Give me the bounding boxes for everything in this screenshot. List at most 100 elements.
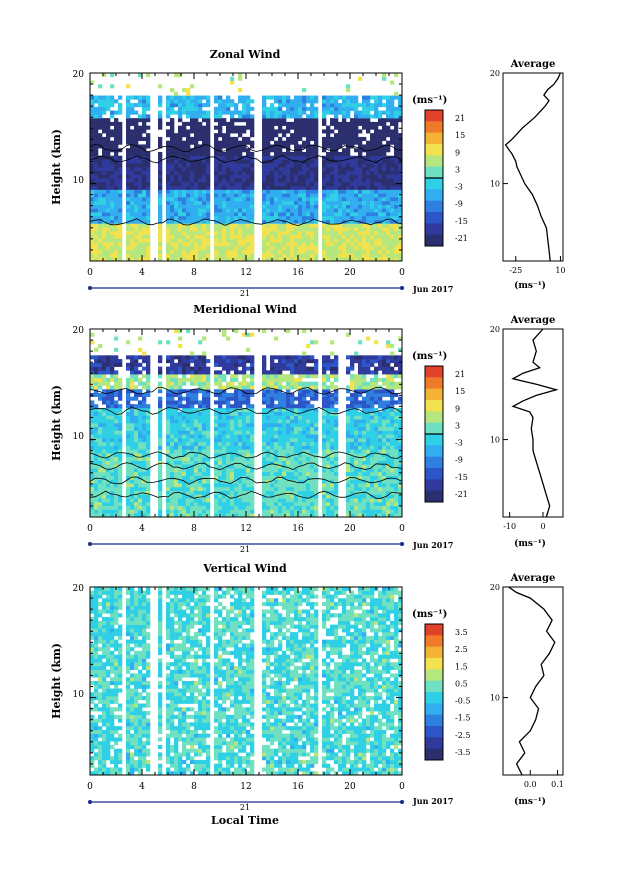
heatmap-cell: [102, 430, 107, 435]
heatmap-cell: [398, 167, 403, 172]
heatmap-cell: [290, 441, 295, 446]
heatmap-cell: [214, 370, 219, 375]
heatmap-cell: [234, 185, 239, 190]
heatmap-cell: [218, 151, 223, 157]
heatmap-cell: [354, 227, 359, 232]
heatmap-cell: [134, 374, 139, 379]
heatmap-cell: [282, 449, 287, 454]
heatmap-cell: [102, 396, 107, 401]
heatmap-cell: [226, 167, 231, 172]
heatmap-cell: [202, 396, 207, 401]
heatmap-cell: [98, 453, 103, 458]
heatmap-cell: [146, 219, 151, 224]
heatmap-cell: [278, 245, 283, 251]
heatmap-cell: [242, 136, 247, 141]
heatmap-cell: [190, 490, 195, 495]
heatmap-cell: [218, 212, 223, 217]
heatmap-cell: [198, 415, 203, 420]
heatmap-cell: [346, 245, 351, 251]
heatmap-cell: [262, 460, 267, 465]
heatmap-cell: [222, 103, 227, 108]
heatmap-cell: [266, 208, 271, 213]
heatmap-cell: [226, 490, 231, 495]
heatmap-cell: [274, 223, 279, 228]
heatmap-cell: [98, 430, 103, 435]
heatmap-cell: [146, 133, 151, 138]
heatmap-cell: [98, 204, 103, 209]
heatmap-cell: [90, 80, 95, 85]
heatmap-cell: [270, 498, 275, 503]
heatmap-cell: [342, 129, 347, 134]
heatmap-cell: [242, 453, 247, 458]
heatmap-cell: [222, 163, 227, 168]
heatmap-cell: [390, 215, 395, 220]
heatmap-cell: [142, 129, 147, 134]
heatmap-cell: [270, 426, 275, 431]
heatmap-cell: [218, 230, 223, 235]
heatmap-cell: [158, 471, 163, 476]
heatmap-cell: [302, 219, 307, 224]
heatmap-cell: [170, 486, 175, 491]
heatmap-cell: [246, 242, 251, 247]
heatmap-cell: [206, 396, 211, 401]
heatmap-cell: [250, 257, 255, 262]
heatmap-cell: [278, 355, 283, 360]
heatmap-cell: [130, 441, 135, 446]
heatmap-cell: [322, 110, 327, 115]
heatmap-cell: [338, 136, 343, 141]
heatmap-cell: [174, 449, 179, 454]
heatmap-cell: [94, 204, 99, 209]
heatmap-cell: [282, 415, 287, 420]
heatmap-cell: [166, 385, 171, 390]
heatmap-cell: [286, 99, 291, 104]
heatmap-cell: [178, 245, 183, 251]
heatmap-cell: [102, 223, 107, 228]
heatmap-cell: [118, 475, 123, 480]
heatmap-cell: [174, 185, 179, 190]
heatmap-cell: [278, 407, 283, 413]
heatmap-cell: [278, 242, 283, 247]
heatmap-cell: [142, 95, 147, 100]
heatmap-cell: [98, 174, 103, 179]
average-x-tick-label: 10: [555, 266, 565, 275]
heatmap-cell: [302, 99, 307, 104]
heatmap-cell: [294, 182, 299, 187]
heatmap-cell: [214, 453, 219, 458]
heatmap-cell: [238, 419, 243, 424]
heatmap-cell: [230, 468, 235, 473]
heatmap-cell: [250, 377, 255, 382]
heatmap-cell: [334, 110, 339, 115]
heatmap-cell: [298, 430, 303, 435]
heatmap-cell: [230, 456, 235, 461]
heatmap-cell: [166, 374, 171, 379]
heatmap-cell: [138, 136, 143, 141]
heatmap-cell: [190, 257, 195, 262]
heatmap-cell: [114, 178, 119, 183]
heatmap-cell: [158, 249, 163, 254]
heatmap-cell: [198, 419, 203, 424]
heatmap-cell: [186, 110, 191, 115]
heatmap-cell: [114, 453, 119, 458]
heatmap-cell: [194, 95, 199, 100]
heatmap-cell: [250, 468, 255, 473]
heatmap-cell: [166, 174, 171, 179]
heatmap-cell: [398, 197, 403, 202]
heatmap-cell: [262, 125, 267, 130]
heatmap-cell: [202, 513, 207, 518]
heatmap-cell: [146, 475, 151, 480]
heatmap-cell: [386, 253, 391, 258]
heatmap-cell: [230, 189, 235, 194]
heatmap-cell: [114, 182, 119, 187]
heatmap-cell: [390, 189, 395, 194]
heatmap-cell: [98, 392, 103, 397]
heatmap-cell: [270, 227, 275, 232]
heatmap-cell: [138, 377, 143, 382]
heatmap-cell: [326, 155, 331, 160]
heatmap-cell: [202, 359, 207, 364]
heatmap-cell: [330, 223, 335, 228]
heatmap-cell: [130, 238, 135, 243]
heatmap-cell: [142, 223, 147, 228]
heatmap-cell: [270, 133, 275, 138]
heatmap-cell: [250, 163, 255, 168]
heatmap-cell: [222, 167, 227, 172]
